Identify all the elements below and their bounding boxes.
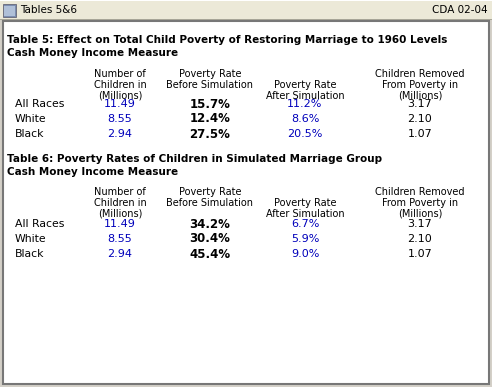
Text: 8.55: 8.55	[108, 234, 132, 244]
Text: 11.49: 11.49	[104, 99, 136, 109]
Text: Children Removed: Children Removed	[375, 187, 465, 197]
Text: (Millions): (Millions)	[398, 91, 442, 101]
Bar	[0, 0, 492, 1]
Text: 20.5%: 20.5%	[287, 129, 323, 139]
Text: 3.17: 3.17	[408, 219, 432, 229]
Text: Cash Money Income Measure: Cash Money Income Measure	[7, 167, 178, 177]
Text: Poverty Rate: Poverty Rate	[179, 69, 241, 79]
Bar	[0, 0, 492, 20]
Text: All Races: All Races	[15, 99, 64, 109]
Text: 2.10: 2.10	[408, 234, 432, 244]
Text: Tables 5&6: Tables 5&6	[20, 5, 77, 15]
Text: 3.17: 3.17	[408, 99, 432, 109]
Text: Children Removed: Children Removed	[375, 69, 465, 79]
Text: Black: Black	[15, 249, 44, 259]
Text: 6.7%: 6.7%	[291, 219, 319, 229]
Text: Before Simulation: Before Simulation	[166, 80, 253, 90]
Text: From Poverty in: From Poverty in	[382, 80, 458, 90]
Text: Number of: Number of	[94, 69, 146, 79]
Text: From Poverty in: From Poverty in	[382, 198, 458, 208]
Text: Children in: Children in	[93, 198, 147, 208]
Text: 5.9%: 5.9%	[291, 234, 319, 244]
Text: Table 6: Poverty Rates of Children in Simulated Marriage Group: Table 6: Poverty Rates of Children in Si…	[7, 154, 382, 164]
Text: 27.5%: 27.5%	[189, 127, 230, 140]
Text: 45.4%: 45.4%	[189, 248, 231, 260]
Text: After Simulation: After Simulation	[266, 209, 344, 219]
Bar	[4, 6, 15, 16]
Text: (Millions): (Millions)	[98, 209, 142, 219]
Text: 2.10: 2.10	[408, 114, 432, 124]
Text: 15.7%: 15.7%	[189, 98, 230, 111]
Text: Poverty Rate: Poverty Rate	[274, 80, 336, 90]
Text: (Millions): (Millions)	[98, 91, 142, 101]
Text: 9.0%: 9.0%	[291, 249, 319, 259]
Text: 1.07: 1.07	[408, 129, 432, 139]
Text: Table 5: Effect on Total Child Poverty of Restoring Marriage to 1960 Levels: Table 5: Effect on Total Child Poverty o…	[7, 35, 447, 45]
Text: 8.55: 8.55	[108, 114, 132, 124]
Text: 12.4%: 12.4%	[189, 113, 230, 125]
Text: All Races: All Races	[15, 219, 64, 229]
Text: White: White	[15, 114, 47, 124]
Text: 2.94: 2.94	[107, 129, 132, 139]
Text: Poverty Rate: Poverty Rate	[274, 198, 336, 208]
Text: Black: Black	[15, 129, 44, 139]
Bar	[0, 19, 492, 20]
Text: After Simulation: After Simulation	[266, 91, 344, 101]
Text: CDA 02-04: CDA 02-04	[432, 5, 488, 15]
Text: 30.4%: 30.4%	[189, 233, 230, 245]
Text: 8.6%: 8.6%	[291, 114, 319, 124]
Bar	[3, 4, 16, 17]
Text: 11.49: 11.49	[104, 219, 136, 229]
Text: Cash Money Income Measure: Cash Money Income Measure	[7, 48, 178, 58]
Text: Before Simulation: Before Simulation	[166, 198, 253, 208]
Text: 34.2%: 34.2%	[189, 217, 230, 231]
Text: White: White	[15, 234, 47, 244]
Text: 1.07: 1.07	[408, 249, 432, 259]
Text: 2.94: 2.94	[107, 249, 132, 259]
Text: Children in: Children in	[93, 80, 147, 90]
Text: Poverty Rate: Poverty Rate	[179, 187, 241, 197]
Text: (Millions): (Millions)	[398, 209, 442, 219]
Text: 11.2%: 11.2%	[287, 99, 323, 109]
Text: Number of: Number of	[94, 187, 146, 197]
